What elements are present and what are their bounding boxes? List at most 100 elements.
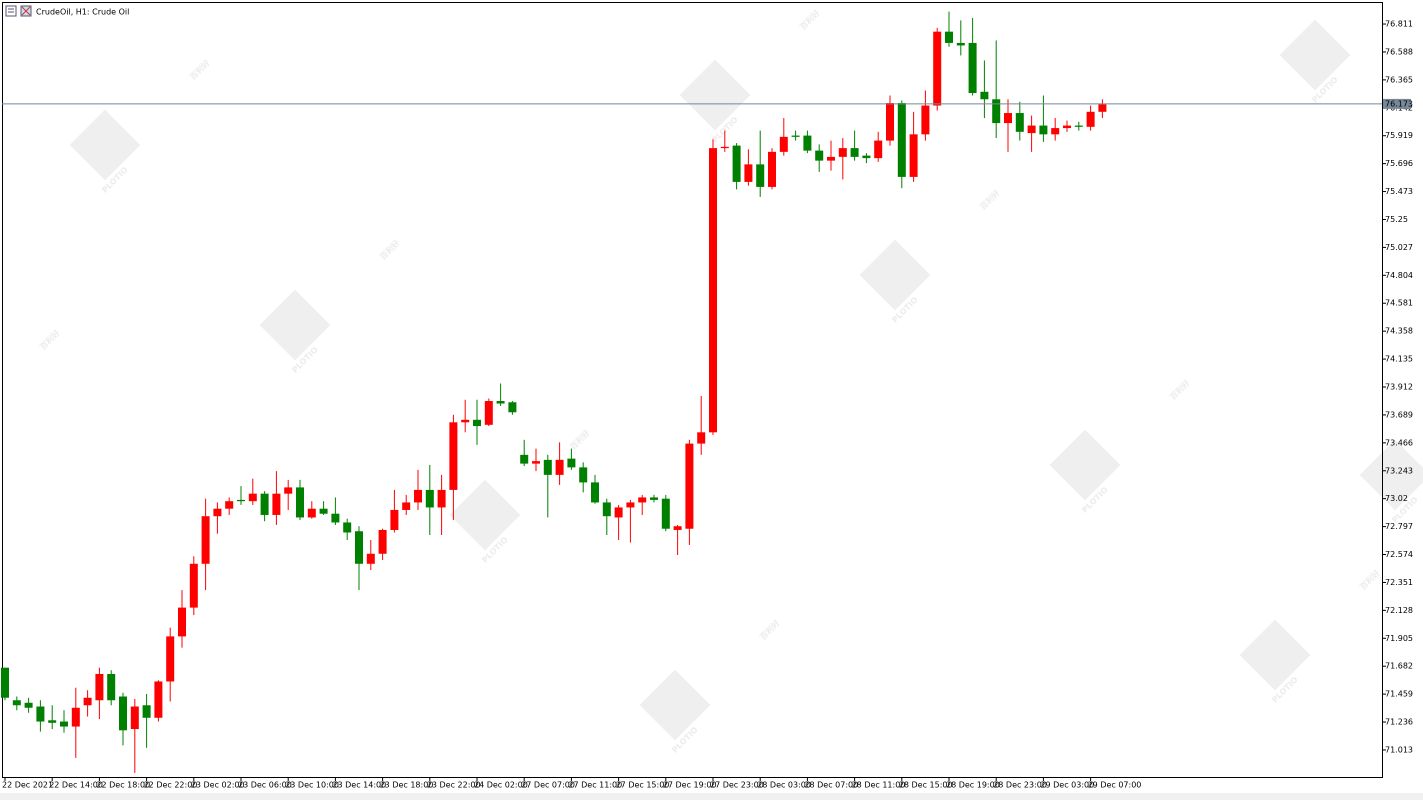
x-tick-label: 22 Dec 2021 (2, 781, 53, 790)
x-tick-label: 22 Dec 22:00 (144, 781, 198, 790)
candle-body (909, 134, 918, 177)
candle-body (237, 499, 245, 502)
candle-body (343, 522, 352, 533)
candle-body (532, 461, 540, 464)
x-tick-label: 28 Dec 15:00 (899, 781, 953, 790)
candle-body (874, 140, 883, 159)
candle-body (449, 422, 458, 490)
current-price-box (1383, 98, 1411, 109)
candle-body (296, 487, 304, 518)
x-tick-label: 23 Dec 02:00 (191, 781, 245, 790)
candle-body (166, 636, 175, 682)
x-tick-label: 27 Dec 11:00 (568, 781, 622, 790)
y-tick-label: 72.574 (1385, 550, 1413, 559)
y-tick-label: 75.027 (1385, 243, 1413, 252)
candle-body (968, 42, 977, 94)
candle-body (272, 493, 281, 515)
candle-body (142, 705, 151, 718)
candle-body (496, 401, 505, 404)
watermark-logo (1279, 19, 1351, 91)
y-tick-label: 73.02 (1385, 494, 1408, 503)
watermark-chinese: 百利好 (378, 238, 402, 262)
candle-body (933, 31, 942, 106)
candle-body (1027, 125, 1036, 134)
chart-title: CrudeOil, H1: Crude Oil (36, 8, 129, 17)
x-tick-label: 23 Dec 10:00 (285, 781, 339, 790)
watermark-chinese: 百利好 (1168, 378, 1192, 402)
candle-body (567, 458, 576, 468)
watermark-chinese: 百利好 (758, 618, 782, 642)
y-tick-label: 74.358 (1385, 327, 1413, 336)
plot-frame (2, 2, 1383, 778)
y-tick-label: 76.811 (1385, 20, 1413, 29)
candle-body (437, 489, 446, 508)
candle-body (602, 502, 611, 517)
candle-body (1063, 125, 1071, 129)
y-tick-label: 72.797 (1385, 522, 1413, 531)
candle-body (154, 681, 163, 718)
x-tick-label: 28 Dec 19:00 (946, 781, 1000, 790)
candle-body (189, 563, 198, 608)
candle-body (213, 508, 222, 517)
candle-body (178, 607, 186, 637)
x-tick-label: 24 Dec 02:00 (474, 781, 528, 790)
candle-body (638, 497, 647, 503)
candle-body (626, 502, 635, 508)
x-tick-label: 23 Dec 22:00 (427, 781, 481, 790)
candle-body (579, 467, 588, 483)
x-tick-label: 29 Dec 07:00 (1088, 781, 1142, 790)
candle-body (284, 487, 293, 494)
candle-body (201, 516, 210, 564)
y-tick-label: 73.912 (1385, 382, 1413, 391)
candle-body (897, 103, 906, 177)
candle-body (980, 91, 989, 100)
candle-body (1004, 113, 1012, 124)
watermark-logo (69, 109, 141, 181)
y-tick-label: 73.243 (1385, 466, 1413, 475)
candle-body (1, 667, 9, 698)
candle-body (83, 697, 92, 706)
candle-body (119, 696, 127, 731)
candle-body (307, 508, 316, 518)
candle-body (956, 42, 965, 46)
candle-body (1098, 104, 1107, 112)
y-tick-label: 75.696 (1385, 159, 1413, 168)
watermark-logo (259, 289, 331, 361)
y-tick-label: 71.905 (1385, 634, 1413, 643)
y-tick-label: 75.473 (1385, 187, 1413, 196)
y-tick-label: 74.804 (1385, 271, 1413, 280)
candle-body (366, 553, 375, 564)
candle-body (36, 706, 45, 722)
candle-body (60, 721, 68, 727)
watermark-chinese: 百利好 (1358, 568, 1382, 592)
candle-body (650, 497, 658, 500)
y-tick-label: 74.135 (1385, 355, 1413, 364)
y-tick-label: 72.128 (1385, 606, 1413, 615)
candle-body (779, 136, 788, 152)
watermark-logo (449, 479, 521, 551)
plot (1, 11, 1107, 773)
watermark-chinese: 百利好 (38, 328, 62, 352)
menu-icon[interactable] (5, 5, 17, 17)
x-tick-label: 23 Dec 06:00 (238, 781, 292, 790)
candle-body (886, 103, 894, 141)
candle-body (414, 489, 422, 503)
candle-body (697, 432, 706, 444)
candle-body (461, 419, 470, 423)
x-tick-label: 27 Dec 23:00 (710, 781, 764, 790)
candle-body (673, 526, 682, 530)
candle-body (71, 707, 80, 727)
candle-body (473, 419, 481, 427)
watermark-logo (1359, 439, 1423, 511)
candle-body (130, 706, 139, 730)
y-tick-label: 73.466 (1385, 438, 1413, 447)
watermark-chinese: 百利好 (978, 188, 1002, 212)
x-tick-label: 28 Dec 23:00 (993, 781, 1047, 790)
candle-body (425, 489, 434, 508)
candle-body (591, 482, 599, 503)
x-tick-label: 23 Dec 14:00 (332, 781, 386, 790)
y-tick-label: 71.236 (1385, 718, 1413, 727)
watermark-logo (1049, 429, 1121, 501)
candle-body (12, 700, 21, 706)
candle-body (709, 148, 717, 433)
